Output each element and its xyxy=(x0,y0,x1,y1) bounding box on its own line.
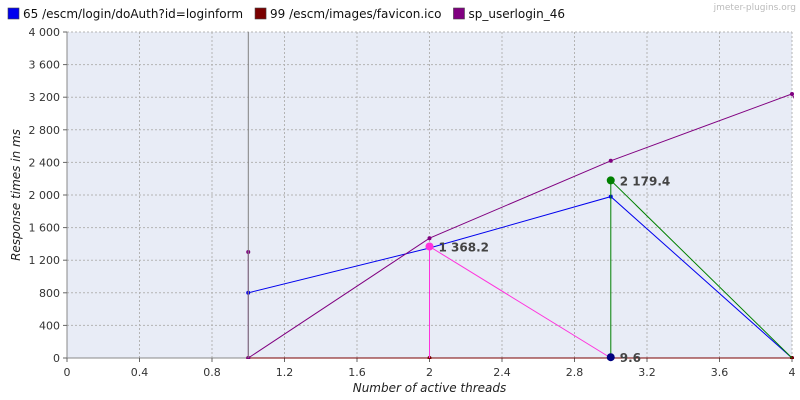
annotation-marker xyxy=(606,176,615,185)
y-tick-label: 2 400 xyxy=(29,156,61,169)
data-point xyxy=(608,158,613,163)
x-tick-label: 0.8 xyxy=(203,366,221,379)
y-tick-label: 1 600 xyxy=(29,222,61,235)
y-tick-label: 3 200 xyxy=(29,91,61,104)
y-tick-label: 4 000 xyxy=(29,26,61,39)
tick-labels: 0 0.4 0.8 1.2 1.6 2 2.4 2.8 3.2 3.6 4 0 400 800 1 200 1… xyxy=(29,26,796,379)
annotation-marker xyxy=(606,353,615,362)
legend-label: 99 /escm/images/favicon.ico xyxy=(270,7,441,21)
y-tick-label: 800 xyxy=(39,287,60,300)
legend-swatch xyxy=(254,7,267,20)
x-tick-label: 2.4 xyxy=(493,366,511,379)
annotation-label: 9.6 xyxy=(620,351,641,365)
x-tick-label: 0.4 xyxy=(131,366,149,379)
data-point xyxy=(790,91,794,96)
legend-swatch xyxy=(453,7,465,20)
annotation-label: 1 368.2 xyxy=(439,240,489,254)
y-tick-label: 2 800 xyxy=(29,124,61,137)
annotations: 1 368.2 2 179.4 9.6 xyxy=(425,174,670,365)
x-tick-label: 0 xyxy=(64,366,71,379)
legend-swatch xyxy=(7,7,20,20)
x-tick-label: 1.6 xyxy=(348,366,366,379)
x-tick-label: 2.8 xyxy=(566,366,584,379)
series-line-0 xyxy=(248,196,793,359)
watermark-text: jmeter-plugins.org xyxy=(713,3,796,13)
y-tick-label: 3 600 xyxy=(29,59,61,72)
legend-label: 65 /escm/login/doAuth?id=loginform xyxy=(23,7,243,21)
legend: 65 /escm/login/doAuth?id=loginform 99 /es… xyxy=(7,7,565,21)
x-tick-label: 2 xyxy=(426,366,433,379)
legend-label: sp_userlogin_46 xyxy=(468,7,565,21)
annotation-marker xyxy=(425,242,434,251)
y-tick-label: 2 000 xyxy=(29,189,61,202)
x-tick-label: 1.2 xyxy=(276,366,294,379)
x-tick-label: 3.6 xyxy=(711,366,729,379)
x-tick-label: 4 xyxy=(789,366,796,379)
x-axis-title: Number of active threads xyxy=(353,381,507,395)
x-tick-label: 3.2 xyxy=(638,366,656,379)
y-tick-label: 1 200 xyxy=(29,254,61,267)
y-tick-label: 0 xyxy=(53,352,60,365)
annotation-label: 2 179.4 xyxy=(620,174,670,188)
data-point xyxy=(427,236,432,241)
grid-lines xyxy=(67,31,793,358)
y-tick-label: 400 xyxy=(39,319,60,332)
y-axis-title: Response times in ms xyxy=(9,129,23,261)
